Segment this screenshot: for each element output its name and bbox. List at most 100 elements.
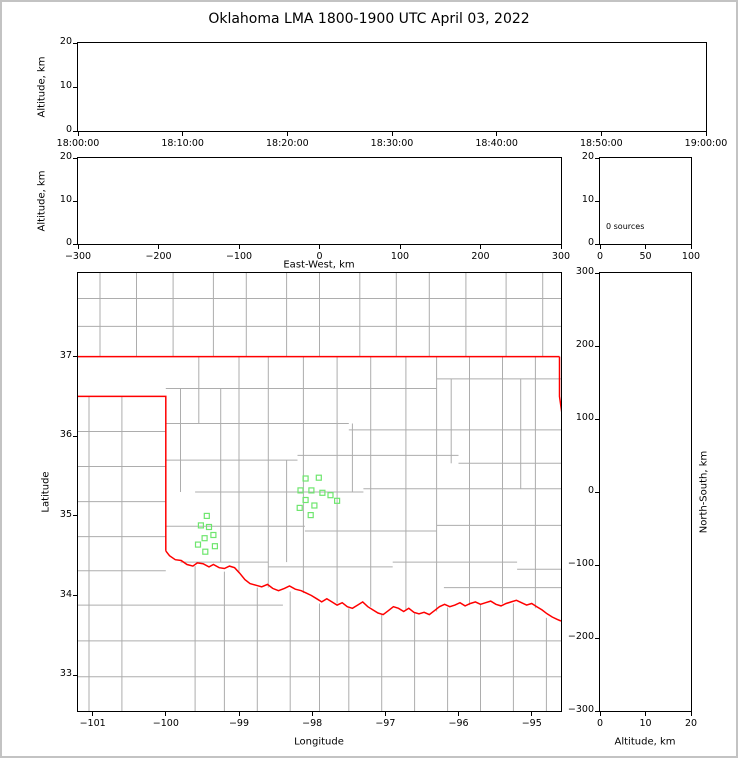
lma-station-marker [203, 512, 210, 519]
y-tick-label: 33 [59, 668, 72, 680]
y-tick-mark [595, 418, 599, 420]
x-tick-mark [399, 245, 401, 249]
x-tick-label: 18:00:00 [56, 137, 100, 149]
x-tick-mark [182, 132, 184, 136]
y-tick-label: 200 [575, 339, 594, 350]
y-tick-mark [73, 42, 77, 44]
y-tick-label: 0 [587, 485, 594, 496]
y-tick-label: −100 [567, 558, 594, 569]
x-tick-label: 200 [471, 250, 490, 262]
y-tick-label: 10 [59, 194, 72, 205]
y-tick-label: 0 [65, 237, 72, 248]
x-tick-mark [77, 132, 79, 136]
x-tick-mark [690, 245, 692, 249]
x-tick-mark [286, 132, 288, 136]
lma-station-marker [315, 474, 322, 481]
x-tick-label: −100 [152, 717, 179, 729]
x-tick-label: 18:20:00 [265, 137, 309, 149]
y-tick-mark [595, 564, 599, 566]
x-tick-label: 18:50:00 [579, 137, 623, 149]
xlabel-eastwest: East-West, km [283, 259, 355, 271]
x-tick-mark [645, 712, 646, 716]
lma-station-marker [194, 541, 202, 548]
x-tick-label: −96 [448, 717, 469, 729]
x-tick-mark [600, 132, 602, 136]
source-count-annotation: 0 sources [606, 222, 645, 231]
map-panel: −101 −100 −99 −98 −97 −96 −95 33 34 35 36 37 [60, 272, 562, 729]
x-tick-mark [690, 712, 692, 716]
x-tick-mark [92, 712, 94, 716]
x-tick-label: 10 [639, 717, 652, 729]
y-tick-mark [595, 272, 599, 274]
ylabel-northsouth: North-South, km [698, 450, 710, 534]
state-border-line [558, 356, 561, 413]
figure-title: Oklahoma LMA 1800-1900 UTC April 03, 202… [208, 11, 530, 27]
y-tick-mark [73, 435, 77, 437]
x-tick-mark [496, 132, 498, 136]
x-tick-label: 19:00:00 [684, 137, 728, 149]
lma-station-marker [302, 475, 309, 482]
lma-station-marker [302, 496, 309, 504]
y-tick-mark [595, 345, 599, 347]
x-tick-label: 18:10:00 [161, 137, 204, 149]
lma-station-marker [211, 543, 218, 550]
y-tick-mark [595, 710, 599, 712]
x-tick-mark [319, 245, 320, 249]
y-tick-mark [595, 243, 599, 245]
state-border-line [78, 395, 167, 551]
northsouth-altitude-panel: 0 10 20 300 200 100 0 −100 −200 −300 [568, 266, 697, 728]
lma-station-marker [297, 487, 304, 494]
lma-station-marker [202, 548, 209, 555]
y-tick-mark [73, 595, 77, 597]
x-tick-label: 18:40:00 [475, 137, 518, 149]
x-tick-mark [165, 712, 167, 716]
ylabel-latitude: Latitude [40, 471, 52, 513]
y-tick-label: 35 [59, 508, 72, 520]
altitude-time-panel: 18:00:00 18:10:00 18:20:00 18:30:00 18:40:00… [57, 36, 728, 148]
x-tick-mark [158, 245, 159, 249]
y-tick-label: −300 [567, 704, 594, 715]
source-histogram-panel: 0 sources 0 50 100 0 10 20 [582, 151, 700, 261]
x-tick-label: 100 [681, 250, 701, 262]
lma-station-marker [334, 497, 341, 504]
x-tick-mark [599, 712, 601, 716]
y-tick-mark [595, 491, 599, 493]
lma-station-marker [319, 489, 326, 496]
x-tick-label: 0 [316, 250, 323, 262]
y-tick-label: 37 [59, 349, 72, 361]
x-tick-label: 300 [551, 250, 571, 262]
x-tick-label: 100 [390, 250, 410, 262]
x-tick-label: −98 [302, 717, 323, 729]
y-tick-mark [73, 356, 77, 358]
x-tick-mark [77, 245, 79, 249]
y-tick-mark [73, 86, 77, 88]
y-tick-mark [73, 674, 77, 676]
y-tick-label: 0 [587, 237, 594, 248]
x-tick-label: −100 [225, 250, 253, 262]
lma-station-marker [311, 502, 318, 509]
y-tick-label: 36 [59, 429, 72, 441]
x-tick-mark [238, 712, 240, 716]
y-tick-mark [73, 243, 77, 245]
state-border-line [165, 550, 561, 622]
lma-station-marker [205, 523, 213, 531]
lma-station-marker [327, 492, 334, 499]
y-tick-label: 100 [575, 412, 594, 423]
lma-station-marker [201, 535, 208, 542]
y-tick-label: 10 [59, 80, 72, 91]
lma-station-marker [308, 487, 315, 494]
y-tick-mark [73, 130, 77, 132]
lma-station-marker [307, 512, 314, 519]
y-tick-label: 20 [59, 36, 72, 47]
lma-station-marker [197, 522, 205, 529]
x-tick-label: −99 [228, 717, 250, 729]
lma-station-marker [296, 504, 303, 511]
x-tick-label: 0 [596, 717, 604, 729]
x-tick-mark [560, 245, 562, 249]
x-tick-label: −200 [145, 250, 172, 262]
x-tick-mark [531, 712, 533, 716]
xlabel-altitude-ns: Altitude, km [614, 736, 676, 748]
x-tick-mark [705, 132, 707, 136]
x-tick-label: −95 [521, 717, 542, 729]
